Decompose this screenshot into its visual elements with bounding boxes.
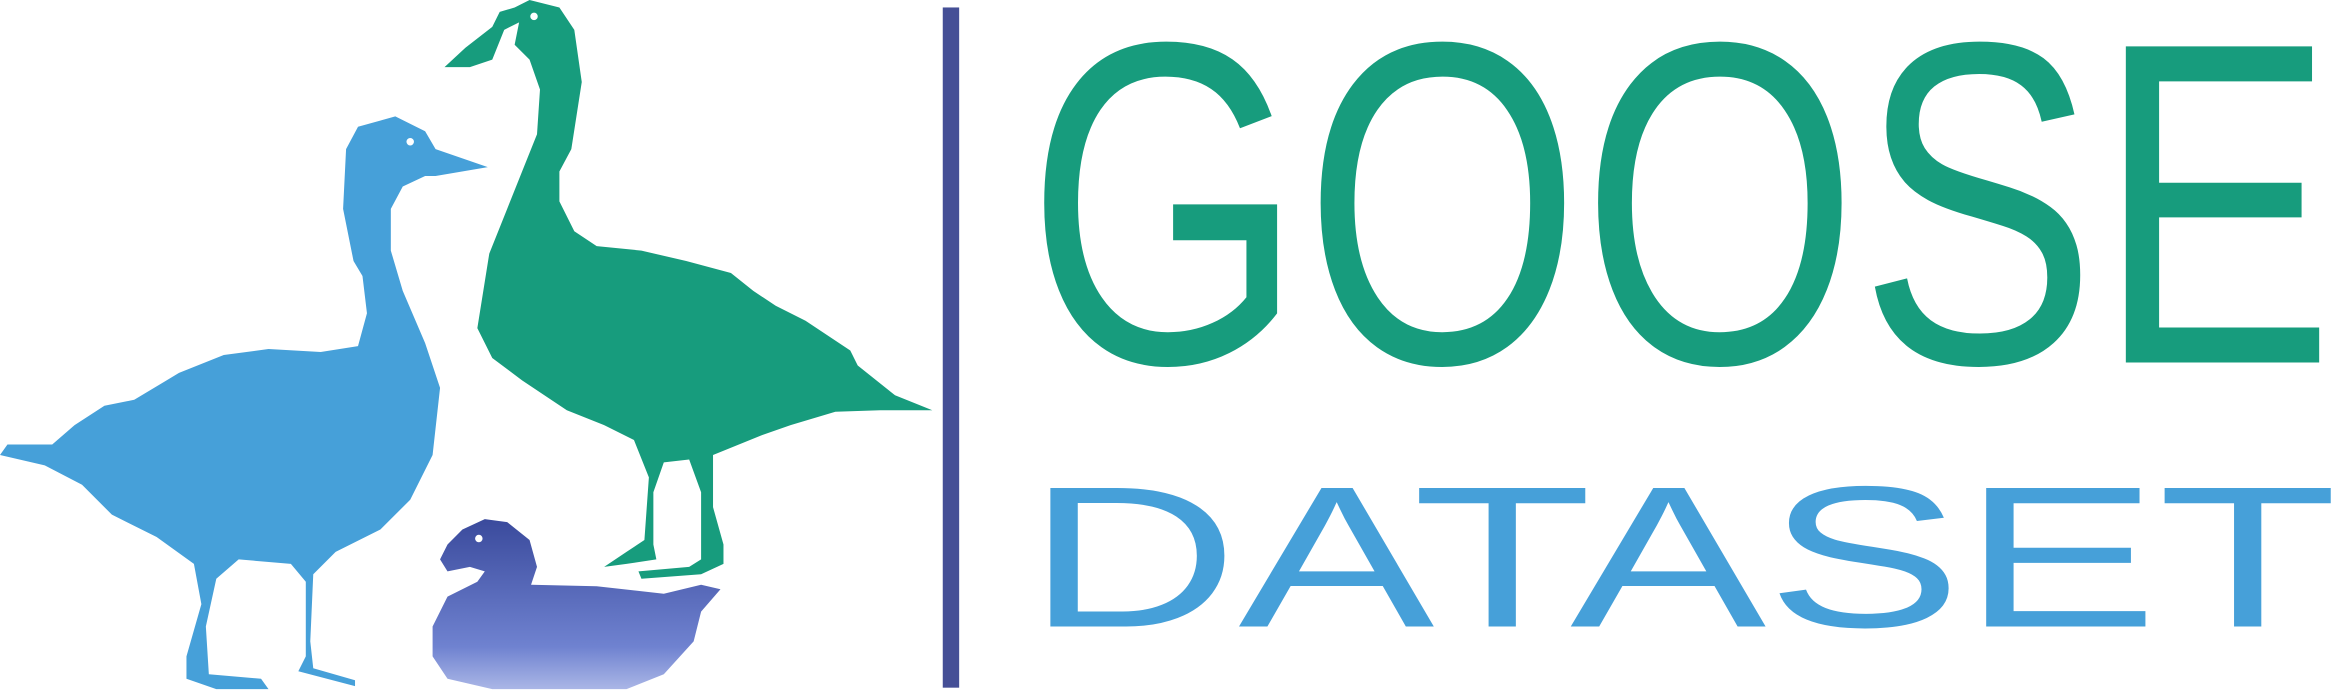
blue-goose (0, 116, 488, 690)
eye (406, 137, 414, 146)
title-line-1: GOOSE (1026, 0, 2334, 460)
eye (530, 12, 538, 21)
title-line-2: DATASET (1026, 445, 2337, 670)
green-goose (444, 0, 933, 579)
divider (942, 7, 960, 688)
duckling (432, 519, 721, 690)
eye (475, 534, 483, 543)
